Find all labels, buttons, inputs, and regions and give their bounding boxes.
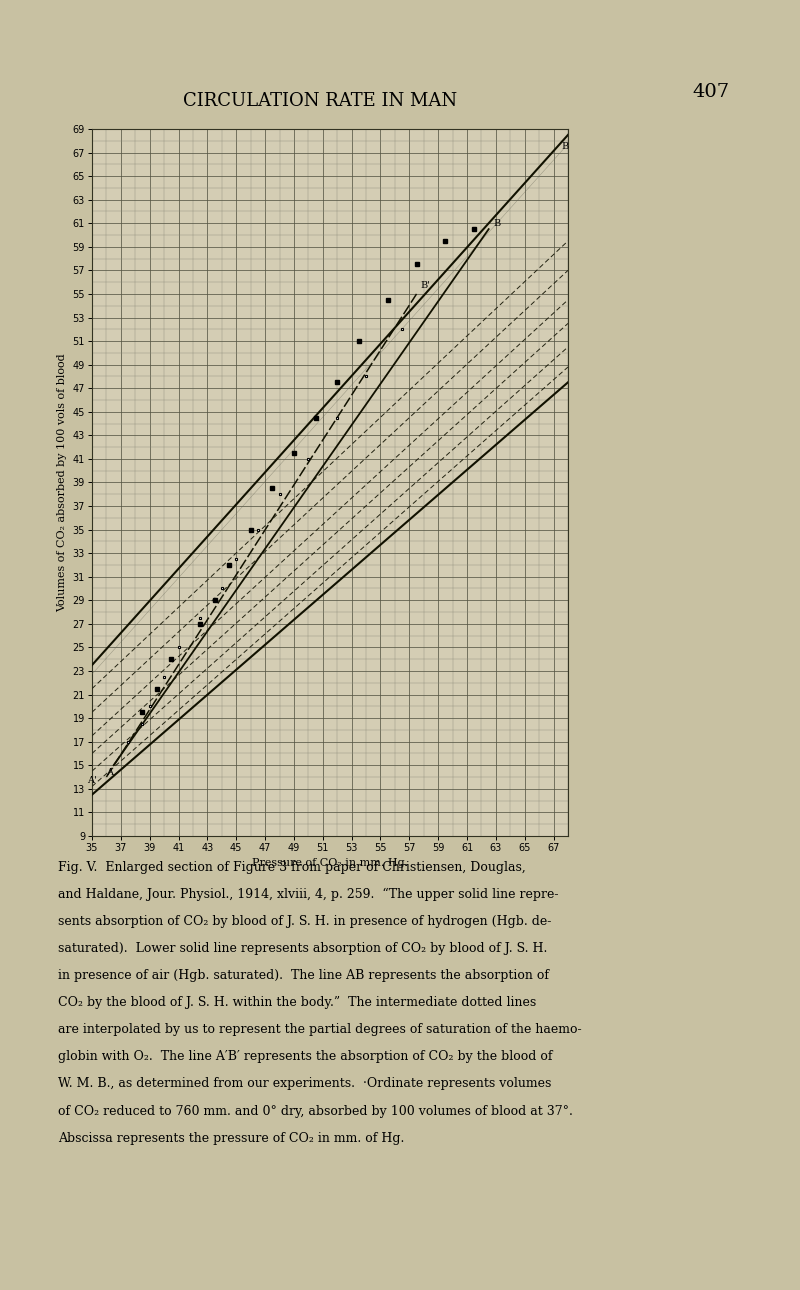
- Text: W. M. B., as determined from our experiments.  ·Ordinate represents volumes: W. M. B., as determined from our experim…: [58, 1077, 551, 1090]
- Text: CIRCULATION RATE IN MAN: CIRCULATION RATE IN MAN: [183, 92, 457, 110]
- Text: A: A: [106, 768, 113, 777]
- Text: Fig. V.  Enlarged section of Figure 3 from paper of Christiensen, Douglas,: Fig. V. Enlarged section of Figure 3 fro…: [58, 860, 526, 873]
- Text: 407: 407: [692, 83, 729, 101]
- Text: in presence of air (Hgb. saturated).  The line AB represents the absorption of: in presence of air (Hgb. saturated). The…: [58, 969, 549, 982]
- Text: globin with O₂.  The line A′B′ represents the absorption of CO₂ by the blood of: globin with O₂. The line A′B′ represents…: [58, 1050, 552, 1063]
- Text: sents absorption of CO₂ by blood of J. S. H. in presence of hydrogen (Hgb. de-: sents absorption of CO₂ by blood of J. S…: [58, 915, 551, 928]
- Text: B': B': [421, 281, 431, 290]
- Text: CO₂ by the blood of J. S. H. within the body.”  The intermediate dotted lines: CO₂ by the blood of J. S. H. within the …: [58, 996, 536, 1009]
- Text: B: B: [493, 218, 500, 227]
- Text: saturated).  Lower solid line represents absorption of CO₂ by blood of J. S. H.: saturated). Lower solid line represents …: [58, 942, 547, 955]
- Text: are interpolated by us to represent the partial degrees of saturation of the hae: are interpolated by us to represent the …: [58, 1023, 582, 1036]
- Text: of CO₂ reduced to 760 mm. and 0° dry, absorbed by 100 volumes of blood at 37°.: of CO₂ reduced to 760 mm. and 0° dry, ab…: [58, 1104, 573, 1117]
- Text: and Haldane, Jour. Physiol., 1914, xlviii, 4, p. 259.  “The upper solid line rep: and Haldane, Jour. Physiol., 1914, xlvii…: [58, 888, 558, 900]
- X-axis label: Pressure of CO₂ in mm. Hg.: Pressure of CO₂ in mm. Hg.: [252, 858, 408, 868]
- Y-axis label: Volumes of CO₂ absorbed by 100 vols of blood: Volumes of CO₂ absorbed by 100 vols of b…: [57, 353, 67, 611]
- Text: Abscissa represents the pressure of CO₂ in mm. of Hg.: Abscissa represents the pressure of CO₂ …: [58, 1131, 404, 1144]
- Text: A': A': [86, 775, 96, 784]
- Text: B: B: [562, 142, 569, 151]
